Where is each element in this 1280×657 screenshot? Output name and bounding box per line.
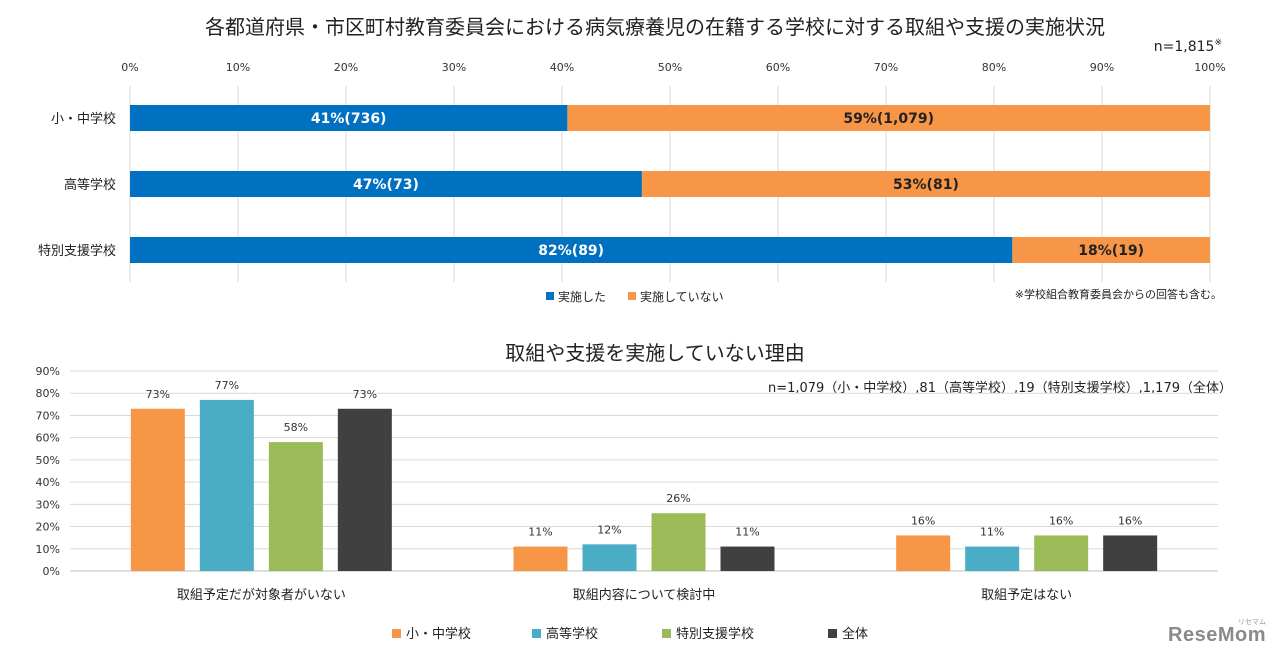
y-tick-label: 40% [36,476,60,489]
category-label: 取組内容について検討中 [573,587,716,603]
category-label: 小・中学校 [51,111,116,127]
y-tick-label: 30% [36,498,60,511]
data-label: 73% [353,388,377,401]
data-label: 11% [528,526,552,539]
bar [720,546,775,571]
x-tick-label: 80% [982,61,1006,74]
bar [199,399,254,571]
data-label: 16% [1049,514,1073,527]
y-tick-label: 80% [36,387,60,400]
chart-top-n-mark: ※ [1214,38,1222,48]
data-label: 41%(736) [311,111,387,127]
chart-top-note: ※学校組合教育委員会からの回答も含む。 [1015,287,1222,301]
y-tick-label: 0% [43,565,60,578]
chart-bottom-bars: 73% 77% 58% 73% 11% 12% 26% 11% 16% 11% 16% 16% [130,379,1158,571]
data-label: 11% [980,526,1004,539]
bar-segment [1012,237,1210,263]
chart-bottom: 取組や支援を実施していない理由 n=1,079（小・中学校）,81（高等学校）,… [36,341,1232,642]
legend-swatch [532,629,541,638]
bar [965,546,1020,571]
x-tick-label: 90% [1090,61,1114,74]
bar [268,442,323,571]
bar [1103,535,1158,571]
resemom-logo: ReseMom [1168,624,1266,646]
chart-top-legend: 実施した 実施していない [546,289,724,304]
bar [1034,535,1089,571]
chart-bottom-y-ticks: 0% 10% 20% 30% 40% 50% 60% 70% 80% 90% [36,365,60,578]
data-label: 18%(19) [1078,243,1144,259]
bar [337,408,392,571]
legend-label: 特別支援学校 [676,626,754,642]
x-tick-label: 20% [334,61,358,74]
chart-bottom-n-label: n=1,079（小・中学校）,81（高等学校）,19（特別支援学校）,1,179… [768,380,1232,396]
data-label: 11% [735,526,759,539]
data-label: 16% [1118,514,1142,527]
bar-segment [130,171,642,197]
chart-top-x-ticks: 0% 10% 20% 30% 40% 50% 60% 70% 80% 90% 100% [121,61,1225,74]
x-tick-label: 0% [121,61,138,74]
x-tick-label: 10% [226,61,250,74]
bar [651,513,706,571]
y-tick-label: 50% [36,454,60,467]
legend-swatch [392,629,401,638]
data-label: 82%(89) [538,243,604,259]
legend-swatch [546,292,554,300]
legend-swatch [828,629,837,638]
x-tick-label: 60% [766,61,790,74]
category-label: 取組予定だが対象者がいない [177,588,346,603]
category-label: 高等学校 [64,177,116,193]
category-label: 取組予定はない [981,588,1072,603]
data-label: 53%(81) [893,177,959,193]
legend-label: 小・中学校 [406,626,471,642]
y-tick-label: 90% [36,365,60,378]
chart-top-bars: 小・中学校 41%(736) 59%(1,079) 高等学校 47%(73) 53%(81… [38,105,1210,263]
legend-swatch [662,629,671,638]
x-tick-label: 70% [874,61,898,74]
chart-bottom-legend: 小・中学校 高等学校 特別支援学校 全体 [392,626,868,642]
data-label: 47%(73) [353,177,419,193]
chart-top: 各都道府県・市区町村教育委員会における病気療養児の在籍する学校に対する取組や支援… [38,15,1226,304]
chart-bottom-grid [70,370,1218,572]
legend-label: 実施していない [640,289,724,304]
x-tick-label: 40% [550,61,574,74]
bar [130,408,185,571]
y-tick-label: 60% [36,432,60,445]
legend-label: 実施した [558,289,606,304]
bar-segment [641,171,1210,197]
x-tick-label: 50% [658,61,682,74]
data-label: 12% [597,523,621,536]
legend-swatch [628,292,636,300]
bar [513,546,568,571]
bar-segment [130,237,1013,263]
bar [582,544,637,571]
data-label: 58% [284,421,308,434]
y-tick-label: 20% [36,521,60,534]
bar-segment [567,105,1210,131]
chart-top-n-label: n=1,815※ [1154,38,1222,55]
data-label: 77% [215,379,239,392]
data-label: 16% [911,514,935,527]
chart-top-title: 各都道府県・市区町村教育委員会における病気療養児の在籍する学校に対する取組や支援… [205,15,1105,39]
y-tick-label: 10% [36,543,60,556]
data-label: 73% [146,388,170,401]
legend-label: 高等学校 [546,626,598,642]
data-label: 59%(1,079) [843,111,934,127]
legend-label: 全体 [842,626,868,642]
category-label: 特別支援学校 [38,243,116,259]
x-tick-label: 30% [442,61,466,74]
y-tick-label: 70% [36,409,60,422]
chart-bottom-title: 取組や支援を実施していない理由 [505,341,804,365]
x-tick-label: 100% [1194,61,1225,74]
data-label: 26% [666,492,690,505]
bar-segment [130,105,568,131]
chart-bottom-category-labels: 取組予定だが対象者がいない 取組内容について検討中 取組予定はない [177,587,1072,603]
logo-kana: リセマム [1238,618,1266,626]
bar [896,535,951,571]
